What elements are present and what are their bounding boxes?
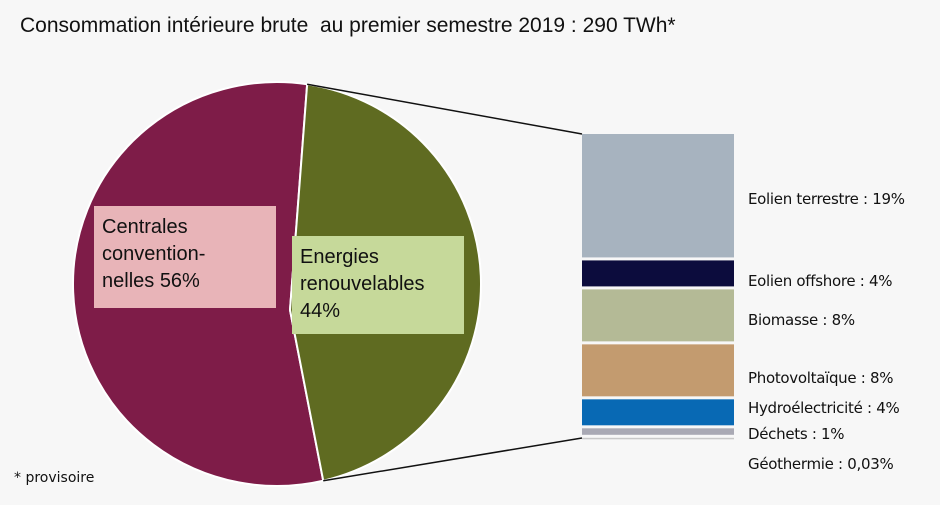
segment-label-biomasse: Biomasse : 8% (748, 311, 855, 329)
breakdown-segment (582, 344, 734, 397)
breakdown-segment (582, 260, 734, 287)
segment-label-photovoltaique: Photovoltaïque : 8% (748, 369, 894, 387)
slice-label-line: Centrales (102, 216, 188, 238)
footnote: * provisoire (14, 470, 95, 486)
segment-label-eolien-offshore: Eolien offshore : 4% (748, 272, 893, 290)
slice-label-line: 44% (300, 300, 341, 322)
slice-label-centrales: Centrales convention- nelles 56% (94, 206, 276, 308)
breakdown-segment (582, 289, 734, 342)
slice-label-line: nelles 56% (102, 270, 200, 292)
slice-label-renouvelables: Energies renouvelables 44% (292, 236, 464, 334)
breakdown-segment (582, 437, 734, 440)
slice-label-line: renouvelables (300, 273, 425, 295)
segment-label-eolien-terrestre: Eolien terrestre : 19% (748, 190, 905, 208)
breakdown-segment (582, 399, 734, 426)
connector-lines (307, 83, 583, 482)
segment-label-dechets: Déchets : 1% (748, 425, 845, 443)
slice-label-line: convention- (102, 243, 206, 265)
slice-label-line: Energies (300, 246, 379, 268)
segment-label-geothermie: Géothermie : 0,03% (748, 455, 894, 473)
connector-line-top (307, 83, 583, 135)
connector-line-bottom (323, 437, 583, 482)
breakdown-segment (582, 134, 734, 258)
chart-title: Consommation intérieure brute au premier… (20, 14, 676, 37)
segment-label-hydroelectricite: Hydroélectricité : 4% (748, 399, 900, 417)
breakdown-bar (582, 134, 734, 440)
breakdown-segment (582, 428, 734, 435)
